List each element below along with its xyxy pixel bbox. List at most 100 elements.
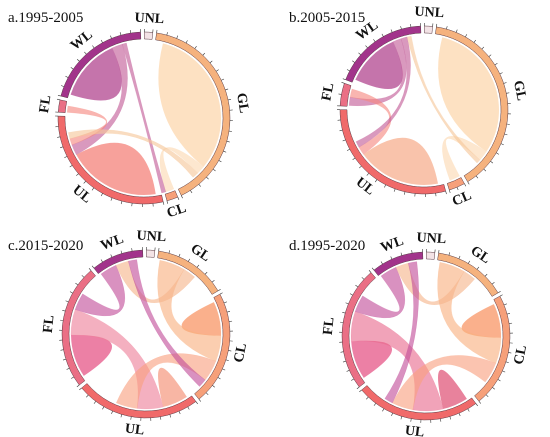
chord-panel-d: UNL GL CL UL FL WL bbox=[321, 231, 530, 437]
axis-tick bbox=[494, 63, 498, 66]
sector-arc-wl bbox=[373, 251, 424, 276]
chord-link bbox=[71, 335, 112, 376]
axis-tick bbox=[467, 181, 470, 185]
axis-tick bbox=[219, 292, 223, 295]
axis-tick bbox=[228, 99, 232, 101]
sector-arc-ul bbox=[57, 115, 164, 205]
sector-label-ul: UL bbox=[353, 175, 378, 199]
axis-tick bbox=[467, 408, 470, 412]
sector-arc-gl bbox=[155, 32, 231, 196]
axis-tick bbox=[111, 410, 113, 414]
chord-link bbox=[363, 137, 438, 185]
axis-tick bbox=[446, 26, 448, 30]
panel-c-title: c.2015-2020 bbox=[8, 238, 83, 254]
axis-tick bbox=[504, 133, 508, 136]
sector-arc-unl bbox=[426, 251, 436, 260]
chord-panel-c: UNL GL CL UL FL WL bbox=[41, 229, 250, 437]
axis-tick bbox=[496, 152, 500, 155]
chord-link bbox=[355, 41, 403, 90]
sector-arc-cl bbox=[164, 190, 179, 202]
axis-tick bbox=[223, 301, 227, 304]
axis-tick bbox=[69, 291, 73, 294]
axis-tick bbox=[371, 267, 375, 271]
sector-label-unl: UNL bbox=[414, 5, 444, 22]
axis-tick bbox=[120, 250, 123, 254]
axis-tick bbox=[488, 54, 492, 57]
axis-tick bbox=[209, 60, 213, 64]
axis-tick bbox=[160, 416, 162, 420]
axis-tick bbox=[485, 394, 489, 398]
axis-tick bbox=[88, 268, 92, 271]
axis-tick bbox=[76, 384, 80, 388]
axis-tick bbox=[356, 386, 360, 390]
axis-tick bbox=[65, 75, 69, 78]
axis-tick bbox=[475, 403, 478, 407]
axis-tick bbox=[178, 411, 181, 415]
axis-tick bbox=[100, 193, 103, 197]
axis-tick bbox=[508, 352, 512, 354]
axis-tick bbox=[346, 370, 350, 372]
axis-tick bbox=[225, 88, 229, 91]
axis-tick bbox=[400, 416, 403, 420]
axis-tick bbox=[221, 78, 225, 81]
axis-tick bbox=[84, 51, 87, 55]
axis-tick bbox=[212, 385, 215, 388]
axis-tick bbox=[110, 35, 112, 39]
axis-tick bbox=[71, 376, 74, 379]
axis-tick bbox=[359, 165, 362, 169]
axis-tick bbox=[215, 69, 219, 72]
chord-link bbox=[406, 35, 481, 164]
axis-tick bbox=[341, 82, 345, 84]
axis-tick bbox=[342, 360, 346, 363]
axis-tick bbox=[86, 394, 89, 398]
axis-tick bbox=[188, 258, 191, 262]
axis-tick bbox=[195, 401, 198, 405]
axis-tick bbox=[445, 191, 447, 195]
axis-tick bbox=[177, 196, 180, 200]
axis-tick bbox=[227, 311, 231, 313]
sector-arc-gl bbox=[437, 252, 499, 297]
axis-tick bbox=[503, 82, 507, 84]
panel-b-title: b.2005-2015 bbox=[289, 10, 365, 26]
sector-arc-wl bbox=[93, 249, 144, 274]
axis-tick bbox=[60, 146, 64, 149]
axis-tick bbox=[228, 350, 232, 352]
axis-tick bbox=[120, 414, 123, 418]
axis-tick bbox=[404, 191, 406, 195]
axis-tick bbox=[342, 139, 346, 142]
chord-link bbox=[438, 369, 467, 410]
sector-label-fl: FL bbox=[41, 314, 58, 333]
axis-tick bbox=[162, 201, 165, 205]
axis-tick bbox=[448, 252, 451, 256]
axis-tick bbox=[110, 197, 113, 201]
panel-a-title: a.1995-2005 bbox=[8, 10, 83, 26]
axis-tick bbox=[110, 254, 113, 258]
axis-tick bbox=[380, 261, 383, 265]
axis-tick bbox=[198, 184, 201, 187]
sector-arc-cl bbox=[194, 293, 231, 400]
axis-tick bbox=[79, 387, 82, 391]
chord-link bbox=[384, 261, 419, 404]
axis-tick bbox=[458, 255, 461, 259]
sector-label-fl: FL bbox=[321, 316, 338, 335]
sector-label-cl: CL bbox=[512, 344, 531, 366]
sector-label-unl: UNL bbox=[416, 231, 446, 248]
sector-label-ul: UL bbox=[69, 183, 94, 207]
axis-tick bbox=[349, 293, 353, 296]
axis-tick bbox=[70, 67, 74, 70]
chord-link bbox=[354, 267, 406, 319]
axis-tick bbox=[176, 35, 179, 39]
axis-tick bbox=[366, 396, 369, 400]
chord-link bbox=[68, 129, 199, 178]
axis-tick bbox=[346, 148, 350, 151]
axis-tick bbox=[75, 282, 79, 286]
axis-tick bbox=[393, 188, 396, 192]
chord-link bbox=[128, 259, 206, 387]
axis-tick bbox=[340, 351, 344, 353]
axis-tick bbox=[449, 416, 452, 420]
axis-tick bbox=[57, 136, 61, 138]
axis-tick bbox=[497, 379, 501, 382]
sector-label-wl: WL bbox=[99, 232, 126, 254]
